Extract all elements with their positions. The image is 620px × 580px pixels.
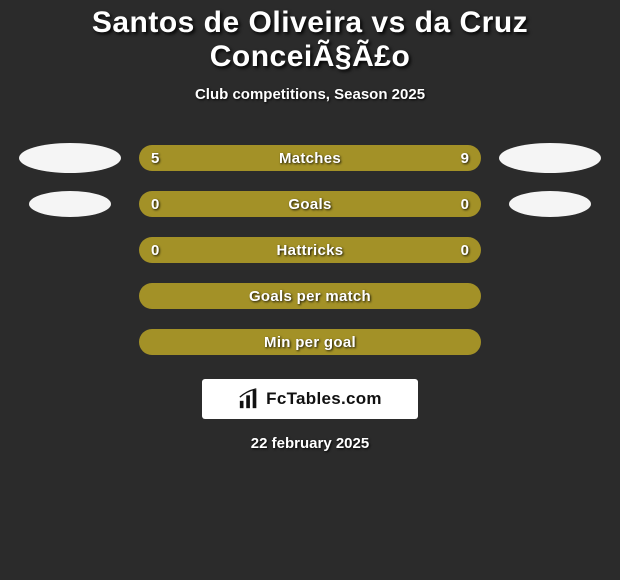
date-label: 22 february 2025 <box>0 435 620 452</box>
stat-bar: 0 Goals 0 <box>139 191 481 217</box>
player-badge-right <box>509 191 591 217</box>
stat-value-left: 0 <box>151 196 159 213</box>
stat-value-left: 0 <box>151 242 159 259</box>
player-badge-left <box>29 191 111 217</box>
page-subtitle: Club competitions, Season 2025 <box>0 86 620 103</box>
stat-label: Goals <box>288 196 331 213</box>
player-badge-left <box>19 143 121 173</box>
stat-value-right: 0 <box>461 242 469 259</box>
stat-label: Hattricks <box>277 242 344 259</box>
logo-text: FcTables.com <box>266 389 382 409</box>
stat-label: Matches <box>279 150 341 167</box>
stat-row: Goals per match <box>0 273 620 319</box>
stat-row: 0 Goals 0 <box>0 181 620 227</box>
stat-value-left: 5 <box>151 150 159 167</box>
stat-bar: 0 Hattricks 0 <box>139 237 481 263</box>
stat-bar: Min per goal <box>139 329 481 355</box>
stat-label: Min per goal <box>264 334 356 351</box>
stat-row: Min per goal <box>0 319 620 365</box>
stat-row: 0 Hattricks 0 <box>0 227 620 273</box>
stat-bar: 5 Matches 9 <box>139 145 481 171</box>
stat-label: Goals per match <box>249 288 371 305</box>
stats-container: 5 Matches 9 0 Goals 0 0 Hattricks 0 Goals per mat… <box>0 135 620 365</box>
stat-value-right: 9 <box>461 150 469 167</box>
stat-bar: Goals per match <box>139 283 481 309</box>
fctables-logo: FcTables.com <box>202 379 418 419</box>
stat-row: 5 Matches 9 <box>0 135 620 181</box>
stat-value-right: 0 <box>461 196 469 213</box>
player-badge-right <box>499 143 601 173</box>
bar-chart-icon <box>238 388 260 410</box>
page-title: Santos de Oliveira vs da Cruz ConceiÃ§Ã£… <box>0 0 620 74</box>
